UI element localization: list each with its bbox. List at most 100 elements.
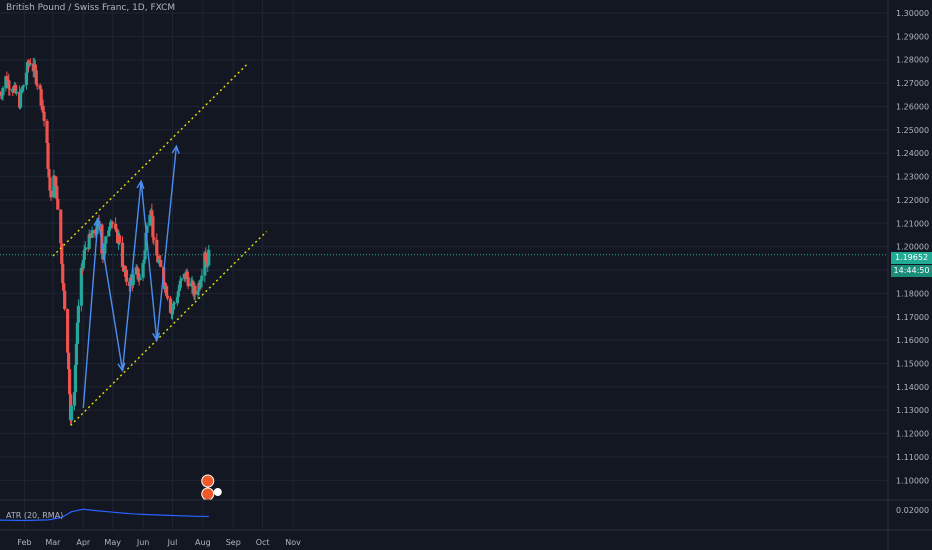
- candle-body: [45, 120, 49, 143]
- candle-body: [179, 278, 183, 281]
- candle-body: [122, 265, 127, 272]
- candle-body: [104, 236, 108, 244]
- projection-arrow-line[interactable]: [97, 218, 124, 371]
- candle-body: [206, 265, 210, 267]
- candle-body: [107, 230, 111, 237]
- y-tick-label: 1.20000: [896, 243, 929, 252]
- candle-body: [83, 247, 87, 251]
- event-marker[interactable]: [201, 474, 215, 488]
- y-tick-label: 1.30000: [896, 9, 929, 18]
- event-marker[interactable]: [201, 487, 215, 501]
- projection-arrow-line[interactable]: [156, 146, 178, 341]
- candle-body: [38, 85, 42, 90]
- drawings-layer[interactable]: [52, 63, 268, 426]
- candle-body: [137, 279, 141, 281]
- candle-body: [56, 199, 60, 210]
- y-tick-label: 1.22000: [896, 196, 929, 205]
- candle-body: [90, 230, 94, 238]
- x-tick-label: Sep: [226, 538, 241, 547]
- y-tick-label: 1.21000: [896, 219, 929, 228]
- candle-body: [135, 267, 139, 269]
- candle-body: [67, 369, 72, 395]
- candle-body: [18, 92, 23, 108]
- candle-body: [60, 243, 64, 264]
- candle-body: [128, 277, 132, 287]
- candle-body: [170, 309, 175, 314]
- x-tick-label: Feb: [17, 538, 31, 547]
- projection-arrow-line[interactable]: [140, 181, 158, 341]
- candle-body: [111, 222, 115, 224]
- candle-body: [155, 239, 159, 256]
- y-tick-label: 1.10000: [896, 476, 929, 485]
- y-tick-label: 1.11000: [896, 453, 929, 462]
- candle-body: [157, 261, 161, 263]
- candle-body: [108, 226, 112, 231]
- candle-body: [156, 255, 160, 263]
- y-tick-label: 1.24000: [896, 149, 929, 158]
- candle-body: [120, 242, 125, 268]
- projection-arrowhead[interactable]: [171, 144, 180, 154]
- candle-body: [136, 268, 140, 280]
- y-tick-label: 1.18000: [896, 289, 929, 298]
- x-tick-label: Jun: [136, 538, 150, 547]
- candle-body: [185, 271, 189, 278]
- candle-body: [193, 285, 197, 295]
- lower-channel-line[interactable]: [70, 230, 268, 426]
- y-tick-label: 1.15000: [896, 359, 929, 368]
- upper-channel-line[interactable]: [52, 63, 248, 257]
- candle-body: [27, 63, 31, 66]
- candle-body: [168, 298, 173, 313]
- candle-body: [34, 70, 38, 85]
- candle-body: [199, 280, 203, 288]
- candle-body: [203, 252, 207, 276]
- candle-body: [63, 290, 67, 310]
- y-tick-label: 1.27000: [896, 79, 929, 88]
- candle-body: [178, 280, 182, 288]
- candle-body: [8, 88, 12, 90]
- candle-body: [75, 322, 80, 344]
- candle-body: [141, 263, 145, 278]
- candle-body: [42, 111, 46, 121]
- candle-body: [175, 296, 179, 304]
- candle-body: [54, 176, 58, 187]
- candle-body: [76, 305, 80, 323]
- candle-body: [131, 274, 135, 285]
- candle-body: [143, 250, 147, 260]
- candle-body: [53, 175, 57, 177]
- candle-body: [151, 216, 155, 238]
- projection-arrow-line[interactable]: [82, 218, 99, 408]
- event-markers[interactable]: [201, 474, 222, 501]
- candle-body: [189, 283, 193, 287]
- atr-indicator-label[interactable]: ATR (20, RMA): [6, 511, 64, 520]
- candle-body: [72, 392, 77, 406]
- candle-body: [82, 250, 86, 260]
- event-marker-small[interactable]: [213, 488, 222, 496]
- projection-arrow-line[interactable]: [121, 181, 142, 371]
- candle-body: [49, 190, 53, 198]
- candle-body: [186, 277, 190, 287]
- y-tick-label: 1.28000: [896, 56, 929, 65]
- candle-body: [1, 87, 5, 96]
- candle-body: [144, 232, 148, 251]
- candle-body: [39, 89, 43, 106]
- candle-body: [134, 267, 138, 275]
- candle-body: [172, 303, 177, 305]
- candle-body: [0, 95, 4, 97]
- candle-body: [69, 405, 74, 421]
- candle-body: [150, 210, 154, 217]
- candle-body: [159, 259, 163, 268]
- candle-body: [169, 312, 174, 314]
- candle-body: [33, 64, 37, 71]
- x-tick-label: Jul: [167, 538, 178, 547]
- candle-body: [200, 275, 204, 281]
- candle-body: [79, 267, 83, 306]
- candle-body: [177, 287, 181, 292]
- candle-body: [14, 84, 18, 94]
- x-tick-label: Apr: [76, 538, 91, 547]
- y-tick-label: 1.23000: [896, 173, 929, 182]
- candle-body: [138, 277, 142, 280]
- candle-body: [7, 80, 11, 89]
- candle-body: [25, 62, 30, 73]
